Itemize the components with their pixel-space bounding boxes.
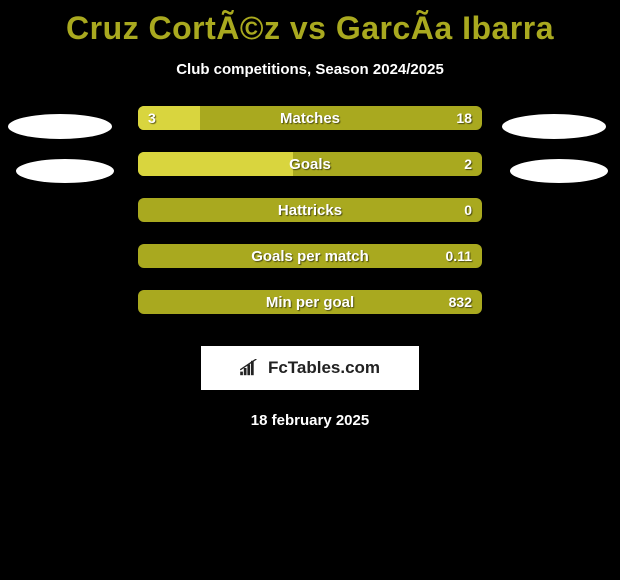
left-ellipse-1 [8, 114, 112, 139]
right-ellipse-2 [510, 159, 608, 183]
stat-label: Hattricks [138, 202, 482, 219]
stat-right-value: 18 [456, 110, 472, 126]
stat-label: Goals per match [138, 248, 482, 265]
subtitle: Club competitions, Season 2024/2025 [0, 61, 620, 78]
stat-right-value: 0.11 [446, 248, 472, 264]
date: 18 february 2025 [0, 412, 620, 429]
stat-right-value: 832 [449, 294, 472, 310]
stat-label: Goals [138, 156, 482, 173]
bar-chart-icon [240, 359, 262, 377]
page-title: Cruz CortÃ©z vs GarcÃa Ibarra [0, 0, 620, 47]
logo-text: FcTables.com [268, 358, 380, 378]
logo-box: FcTables.com [201, 346, 419, 390]
stat-right-value: 2 [464, 156, 472, 172]
left-ellipse-2 [16, 159, 114, 183]
stat-label: Matches [138, 110, 482, 127]
stat-row: Goals 2 [138, 152, 482, 176]
stat-bars: 3 Matches 18 Goals 2 Hattricks 0 Goals p… [138, 106, 482, 314]
stat-label: Min per goal [138, 294, 482, 311]
stat-row: Min per goal 832 [138, 290, 482, 314]
stat-row: Goals per match 0.11 [138, 244, 482, 268]
stat-row: Hattricks 0 [138, 198, 482, 222]
stat-row: 3 Matches 18 [138, 106, 482, 130]
right-ellipse-1 [502, 114, 606, 139]
right-ellipse-col [502, 106, 612, 183]
left-ellipse-col [8, 106, 118, 183]
stat-right-value: 0 [464, 202, 472, 218]
stats-area: 3 Matches 18 Goals 2 Hattricks 0 Goals p… [0, 106, 620, 314]
